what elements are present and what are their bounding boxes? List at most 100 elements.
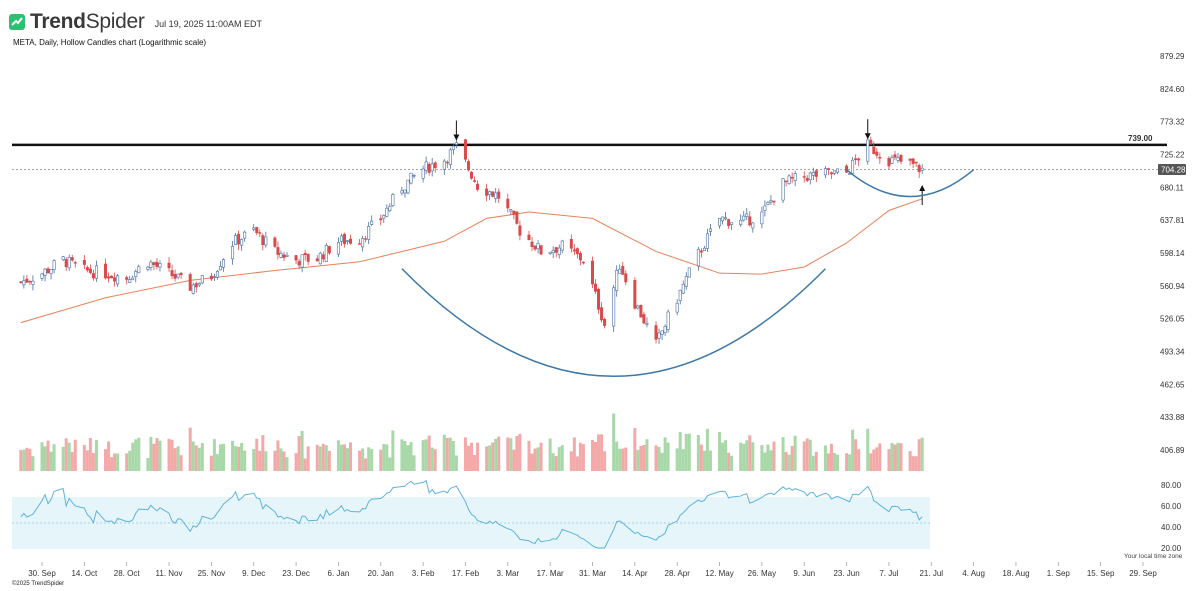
- candle-body: [188, 274, 192, 291]
- price-tick-label: 406.89: [1160, 446, 1185, 455]
- candle-body: [497, 191, 501, 199]
- volume-bar: [243, 450, 247, 471]
- candle-body: [509, 209, 513, 212]
- candle-body: [264, 236, 268, 246]
- candle-body: [364, 238, 368, 240]
- candle-body: [518, 225, 522, 236]
- candle-body: [730, 222, 734, 225]
- volume-bar: [569, 451, 573, 471]
- candle-body: [243, 231, 247, 239]
- candle-body: [911, 158, 915, 164]
- price-tick-label: 560.94: [1160, 282, 1185, 291]
- volume-bar: [551, 453, 555, 471]
- volume-bar: [433, 449, 437, 471]
- candle-body: [600, 307, 604, 321]
- candle-body: [724, 217, 728, 220]
- candle-body: [212, 276, 216, 278]
- volume-bar: [914, 456, 918, 471]
- volume-bar: [684, 433, 688, 471]
- candle-body: [276, 247, 280, 255]
- brand-light: Spider: [85, 10, 145, 33]
- volume-bar: [22, 449, 26, 471]
- candle-body: [466, 161, 470, 171]
- candle-body: [494, 192, 498, 199]
- candle-body: [221, 259, 225, 268]
- candle-body: [85, 267, 89, 271]
- volume-bar: [494, 438, 498, 471]
- candle-body: [572, 249, 576, 252]
- volume-bar: [678, 432, 682, 471]
- candle-body: [769, 200, 773, 203]
- volume-bar: [231, 440, 235, 471]
- volume-bar: [379, 449, 383, 471]
- volume-bar: [491, 442, 495, 471]
- header: TrendSpider Jul 19, 2025 11:00AM EDT: [8, 8, 262, 36]
- candle-body: [917, 165, 921, 173]
- candle-body: [654, 325, 658, 340]
- candle-body: [155, 261, 159, 267]
- candle-body: [128, 279, 132, 283]
- candle-body: [787, 175, 791, 184]
- candle-body: [506, 198, 510, 209]
- volume-bar: [176, 446, 180, 471]
- candle-body: [176, 273, 180, 278]
- price-tick-label: 773.32: [1160, 118, 1185, 127]
- candle-body: [104, 263, 108, 279]
- volume-bar: [361, 448, 365, 471]
- candle-body: [137, 266, 141, 274]
- volume-bar: [633, 428, 637, 471]
- volume-bar: [403, 441, 407, 471]
- candle-body: [687, 267, 691, 278]
- volume-bar: [612, 413, 616, 471]
- volume-bar: [488, 445, 492, 471]
- volume-bar: [600, 434, 604, 471]
- volume-bar: [116, 453, 120, 471]
- volume-bar: [512, 449, 516, 471]
- volume-bar: [739, 442, 743, 471]
- volume-bar: [339, 444, 343, 471]
- candle-body: [678, 289, 682, 301]
- candle-body: [113, 277, 117, 282]
- volume-bar: [64, 438, 68, 471]
- candle-body: [94, 265, 98, 279]
- volume-bar: [261, 435, 265, 471]
- candle-body: [569, 239, 573, 249]
- candle-body: [675, 302, 679, 313]
- brand-logo: TrendSpider: [30, 10, 145, 34]
- rsi-tick-label: 80.00: [1161, 481, 1182, 490]
- volume-bar: [131, 442, 135, 471]
- time-tick-label: 23. Dec: [282, 569, 310, 578]
- volume-bar: [642, 445, 646, 471]
- volume-bar: [197, 447, 201, 471]
- price-tick-label: 637.81: [1160, 216, 1185, 225]
- candle-body: [536, 242, 540, 250]
- candle-body: [557, 247, 561, 255]
- volume-bar: [215, 454, 219, 471]
- volume-bar: [618, 448, 622, 471]
- volume-bar: [506, 437, 510, 471]
- volume-bar: [872, 449, 876, 471]
- volume-bar: [802, 441, 806, 471]
- volume-bar: [751, 442, 755, 471]
- candle-body: [46, 268, 50, 274]
- volume-bar: [364, 458, 368, 471]
- candle-body: [594, 283, 598, 292]
- volume-bar: [463, 437, 467, 471]
- candle-body: [657, 332, 661, 339]
- volume-bar: [497, 436, 501, 471]
- volume-bar: [721, 442, 725, 471]
- candle-body: [808, 172, 812, 181]
- volume-bar: [832, 452, 836, 471]
- candle-body: [170, 270, 174, 277]
- price-pane: 739.00 704.28: [12, 119, 1186, 378]
- volume-bar: [321, 443, 325, 471]
- candle-body: [49, 269, 53, 275]
- candle-body: [814, 170, 818, 177]
- candle-body: [379, 218, 383, 221]
- volume-bar: [191, 441, 195, 471]
- volume-bar: [194, 445, 198, 471]
- volume-bar: [527, 440, 531, 471]
- rsi-line: [20, 479, 923, 549]
- volume-bar: [660, 452, 664, 471]
- volume-bar: [760, 445, 764, 471]
